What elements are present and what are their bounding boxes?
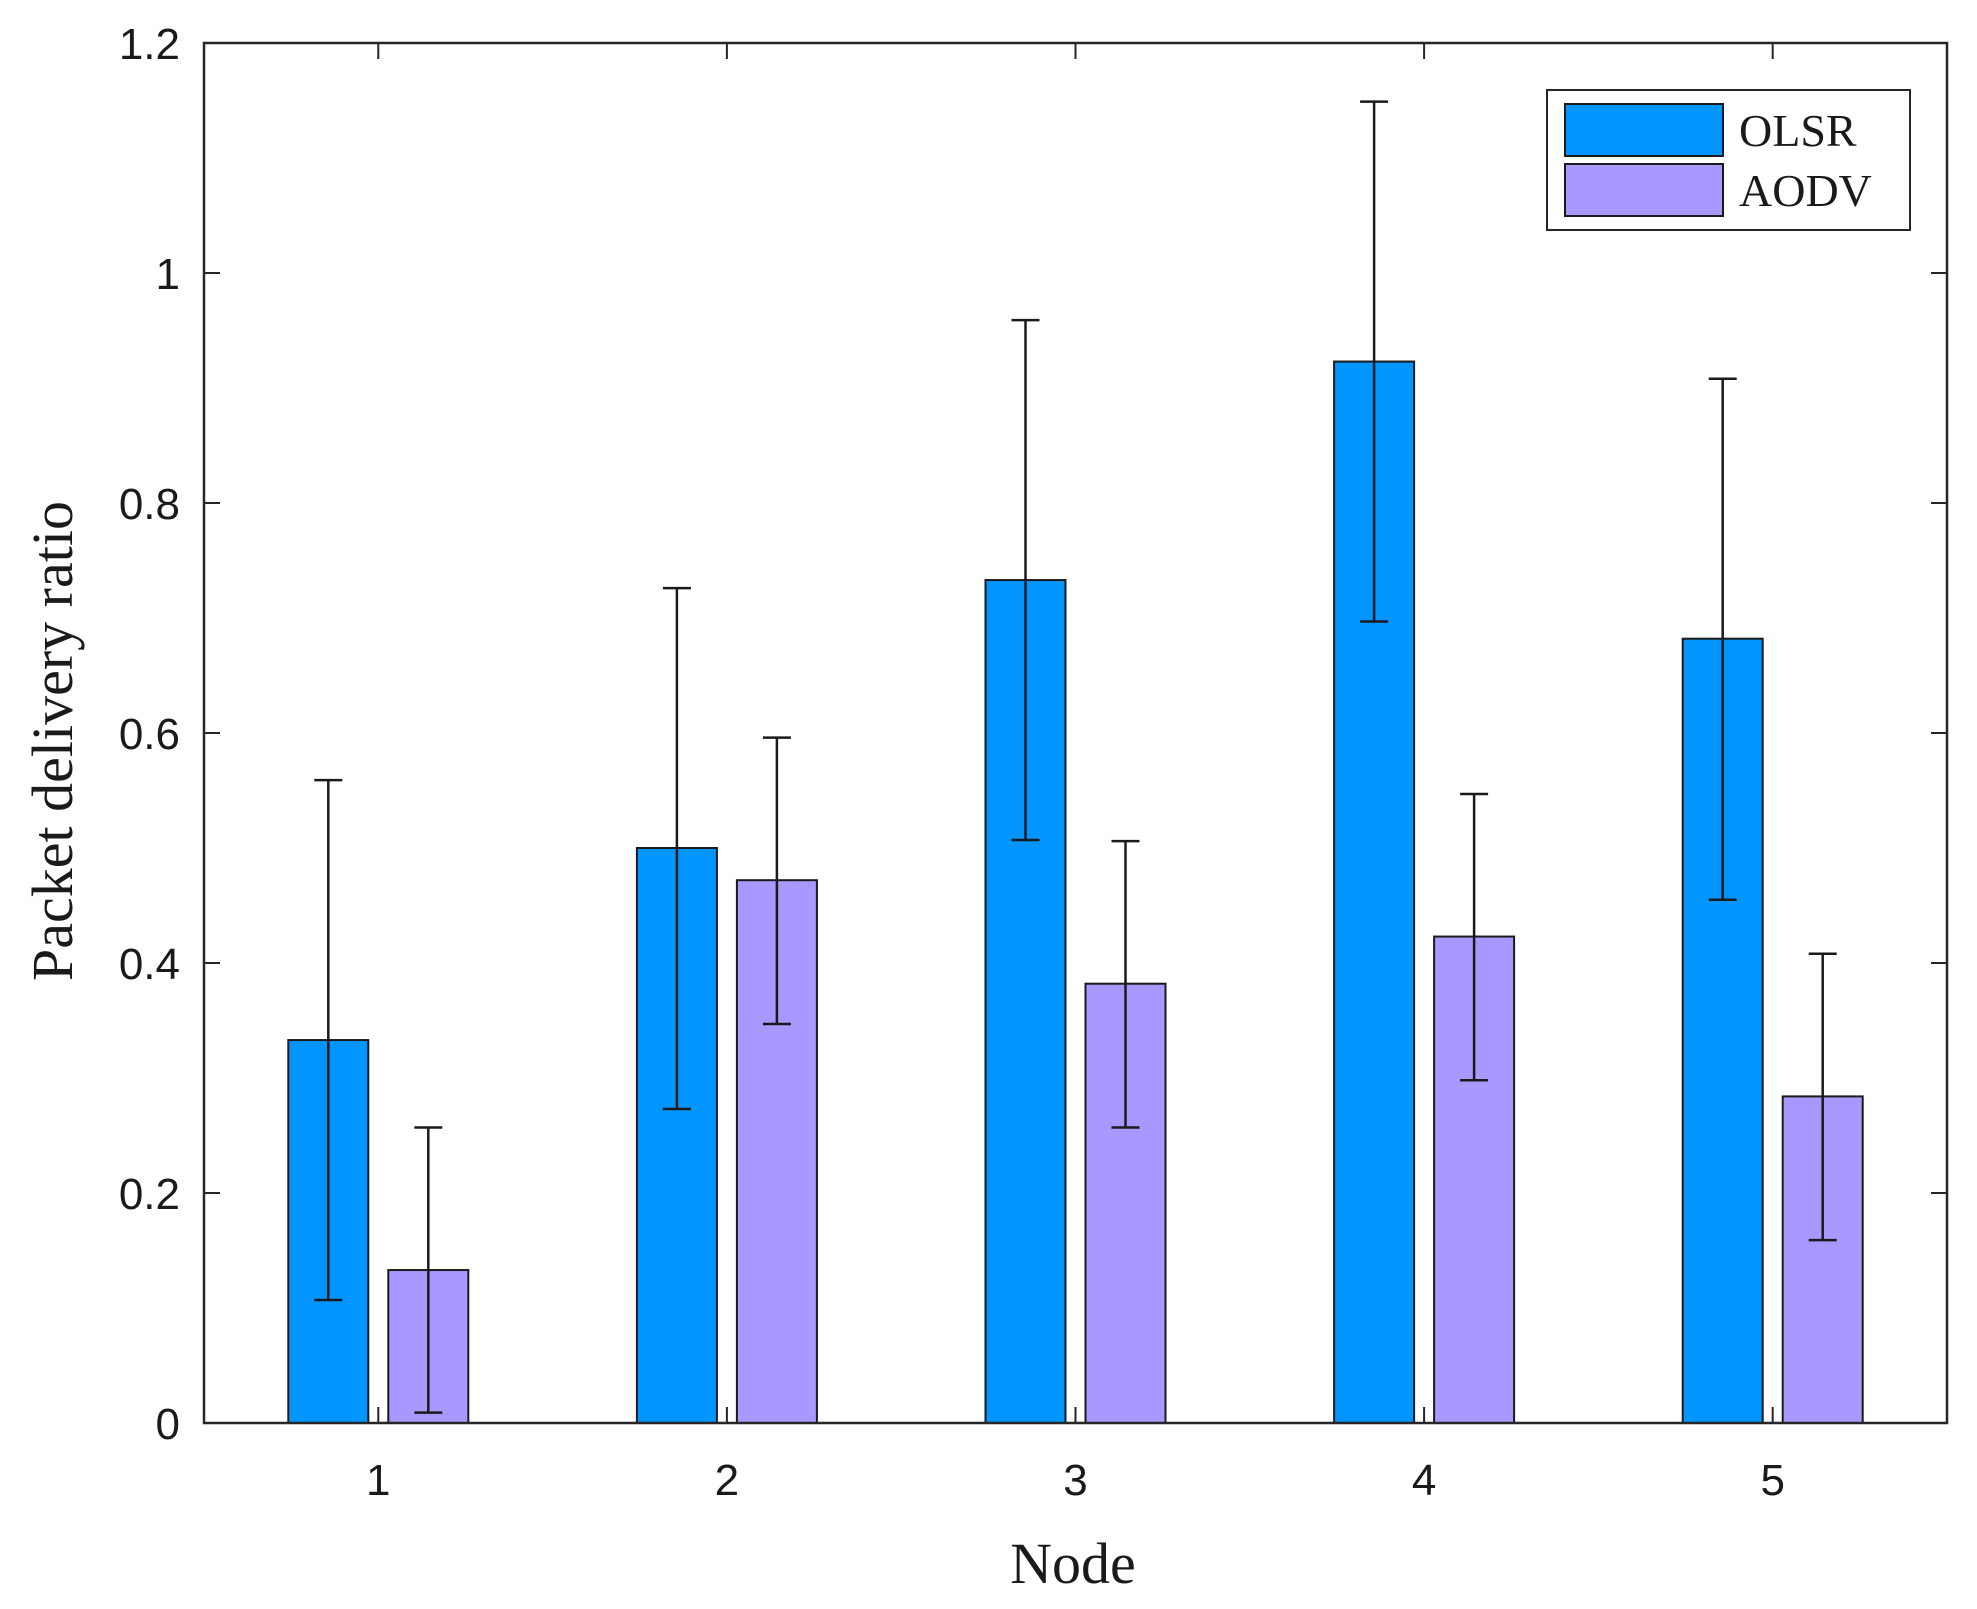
- legend-swatch-olsr: [1564, 103, 1724, 157]
- error-bar-olsr-node-5: [1708, 377, 1737, 901]
- legend-swatch-aodv: [1564, 163, 1724, 217]
- error-bar-aodv-node-1: [414, 1126, 443, 1414]
- y-tick-label-4: 0.8: [119, 480, 180, 529]
- error-bar-olsr-node-2: [662, 586, 691, 1111]
- error-bars-layer: [314, 100, 1837, 1414]
- y-tick-label-6: 1.2: [119, 20, 180, 69]
- x-tick-label-2: 2: [715, 1456, 739, 1505]
- error-bar-olsr-node-3: [1011, 318, 1040, 842]
- y-tick-label-0: 0: [156, 1400, 180, 1449]
- y-axis-title: Packet delivery ratio: [20, 501, 85, 981]
- x-axis-title: Node: [1010, 1531, 1136, 1596]
- x-tick-label-1: 1: [366, 1456, 390, 1505]
- legend-label-aodv: AODV: [1739, 165, 1872, 216]
- y-tick-label-2: 0.4: [119, 940, 180, 989]
- error-bar-aodv-node-2: [762, 736, 791, 1026]
- error-bar-olsr-node-4: [1360, 100, 1389, 623]
- error-bar-aodv-node-5: [1808, 952, 1837, 1242]
- error-bar-aodv-node-3: [1111, 839, 1140, 1129]
- error-bar-olsr-node-1: [314, 778, 343, 1302]
- x-tick-label-4: 4: [1412, 1456, 1436, 1505]
- bars-layer: [287, 360, 1864, 1425]
- y-tick-label-5: 1: [156, 250, 180, 299]
- y-tick-label-3: 0.6: [119, 710, 180, 759]
- y-tick-label-1: 0.2: [119, 1170, 180, 1219]
- x-tick-label-3: 3: [1063, 1456, 1087, 1505]
- error-bar-aodv-node-4: [1460, 792, 1489, 1082]
- legend-label-olsr: OLSR: [1739, 105, 1857, 156]
- ticks-layer: 1 2 3 4 5 0 0.2 0.4 0.6 0.8 1 1.2: [119, 20, 1947, 1505]
- legend: OLSR AODV: [1546, 89, 1911, 231]
- x-tick-label-5: 5: [1760, 1456, 1784, 1505]
